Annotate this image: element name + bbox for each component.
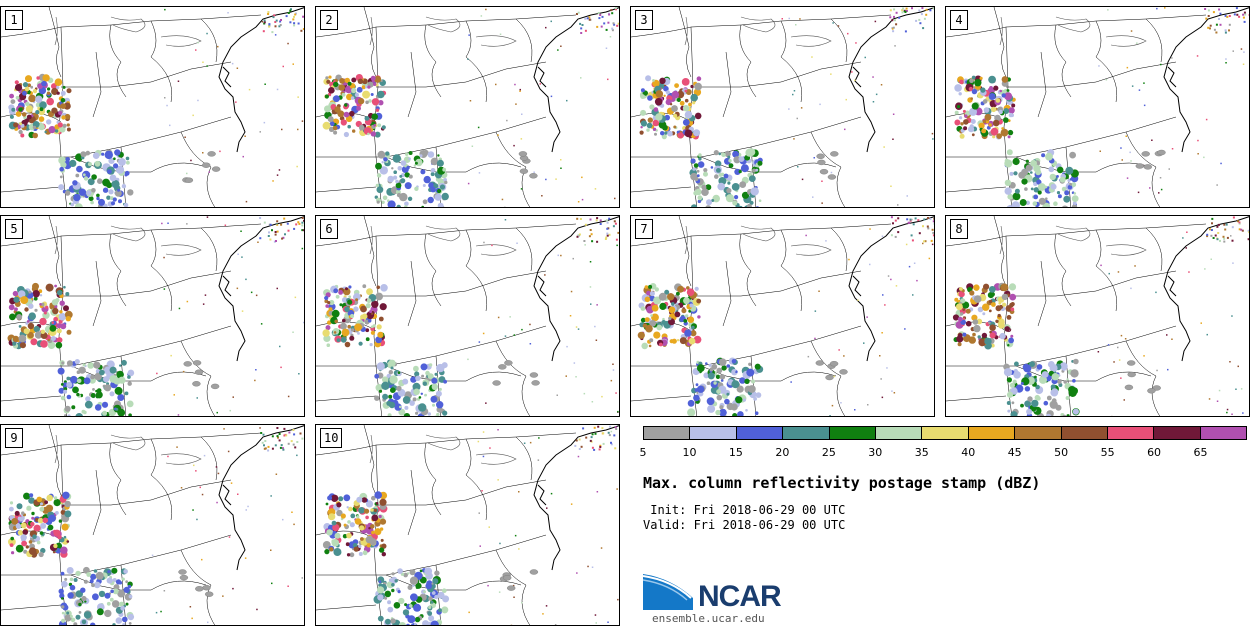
ensemble-member-panel: 5 — [0, 215, 305, 417]
member-number-label: 8 — [950, 219, 968, 239]
colorbar-tick-label: 50 — [1054, 446, 1069, 459]
reflectivity-colorbar — [643, 426, 1247, 440]
colorbar-swatch — [968, 427, 1016, 439]
reflectivity-map — [1, 7, 304, 207]
reflectivity-map — [631, 216, 934, 416]
member-number-label: 6 — [320, 219, 338, 239]
colorbar-tick-label: 30 — [868, 446, 883, 459]
reflectivity-map — [946, 216, 1249, 416]
member-number-label: 4 — [950, 10, 968, 30]
colorbar-swatch — [829, 427, 876, 439]
colorbar-swatch — [1015, 427, 1062, 439]
member-number-label: 2 — [320, 10, 338, 30]
colorbar-tick-labels: 5 10 15 20 25 30 35 40 45 50 55 60 65 — [639, 446, 1247, 460]
colorbar-tick-label: 45 — [1007, 446, 1022, 459]
ensemble-member-panel: 3 — [630, 6, 935, 208]
colorbar-tick-label: 55 — [1100, 446, 1115, 459]
reflectivity-map — [1, 216, 304, 416]
colorbar-swatch — [1154, 427, 1201, 439]
colorbar-tick-label: 40 — [961, 446, 976, 459]
colorbar-tick-label: 60 — [1147, 446, 1162, 459]
colorbar-swatch — [736, 427, 784, 439]
colorbar-tick-label: 35 — [914, 446, 929, 459]
colorbar-swatch — [783, 427, 830, 439]
colorbar-tick-label: 65 — [1193, 446, 1208, 459]
member-number-label: 5 — [5, 219, 23, 239]
reflectivity-map — [1, 425, 304, 625]
colorbar-tick-label: 25 — [821, 446, 836, 459]
ensemble-member-panel: 7 — [630, 215, 935, 417]
figure-title: Max. column reflectivity postage stamp (… — [643, 474, 1041, 492]
ncar-logo-text: NCAR — [698, 580, 782, 613]
ensemble-member-panel: 6 — [315, 215, 620, 417]
member-number-label: 1 — [5, 10, 23, 30]
colorbar-swatch — [644, 427, 691, 439]
ensemble-member-panel: 8 — [945, 215, 1250, 417]
reflectivity-map — [316, 425, 619, 625]
reflectivity-map — [316, 7, 619, 207]
colorbar-tick-label: 15 — [728, 446, 743, 459]
ensemble-member-panel: 4 — [945, 6, 1250, 208]
ensemble-member-panel: 10 — [315, 424, 620, 626]
colorbar-tick-label: 10 — [682, 446, 697, 459]
website-url: ensemble.ucar.edu — [652, 612, 765, 625]
colorbar-swatch — [875, 427, 923, 439]
colorbar-swatch — [690, 427, 737, 439]
member-number-label: 7 — [635, 219, 653, 239]
ensemble-member-panel: 9 — [0, 424, 305, 626]
member-number-label: 9 — [5, 428, 23, 448]
colorbar-swatch — [1200, 427, 1247, 439]
valid-time: Valid: Fri 2018-06-29 00 UTC — [643, 518, 846, 532]
reflectivity-map — [946, 7, 1249, 207]
colorbar-swatch — [1061, 427, 1108, 439]
colorbar-tick-label: 20 — [775, 446, 790, 459]
colorbar-tick-label: 5 — [639, 446, 647, 459]
member-number-label: 3 — [635, 10, 653, 30]
init-time: Init: Fri 2018-06-29 00 UTC — [643, 503, 846, 517]
ensemble-member-panel: 1 — [0, 6, 305, 208]
member-number-label: 10 — [320, 428, 343, 448]
ncar-logo-icon — [643, 574, 693, 610]
reflectivity-map — [631, 7, 934, 207]
reflectivity-map — [316, 216, 619, 416]
ensemble-member-panel: 2 — [315, 6, 620, 208]
colorbar-swatch — [1107, 427, 1155, 439]
colorbar-swatch — [922, 427, 969, 439]
